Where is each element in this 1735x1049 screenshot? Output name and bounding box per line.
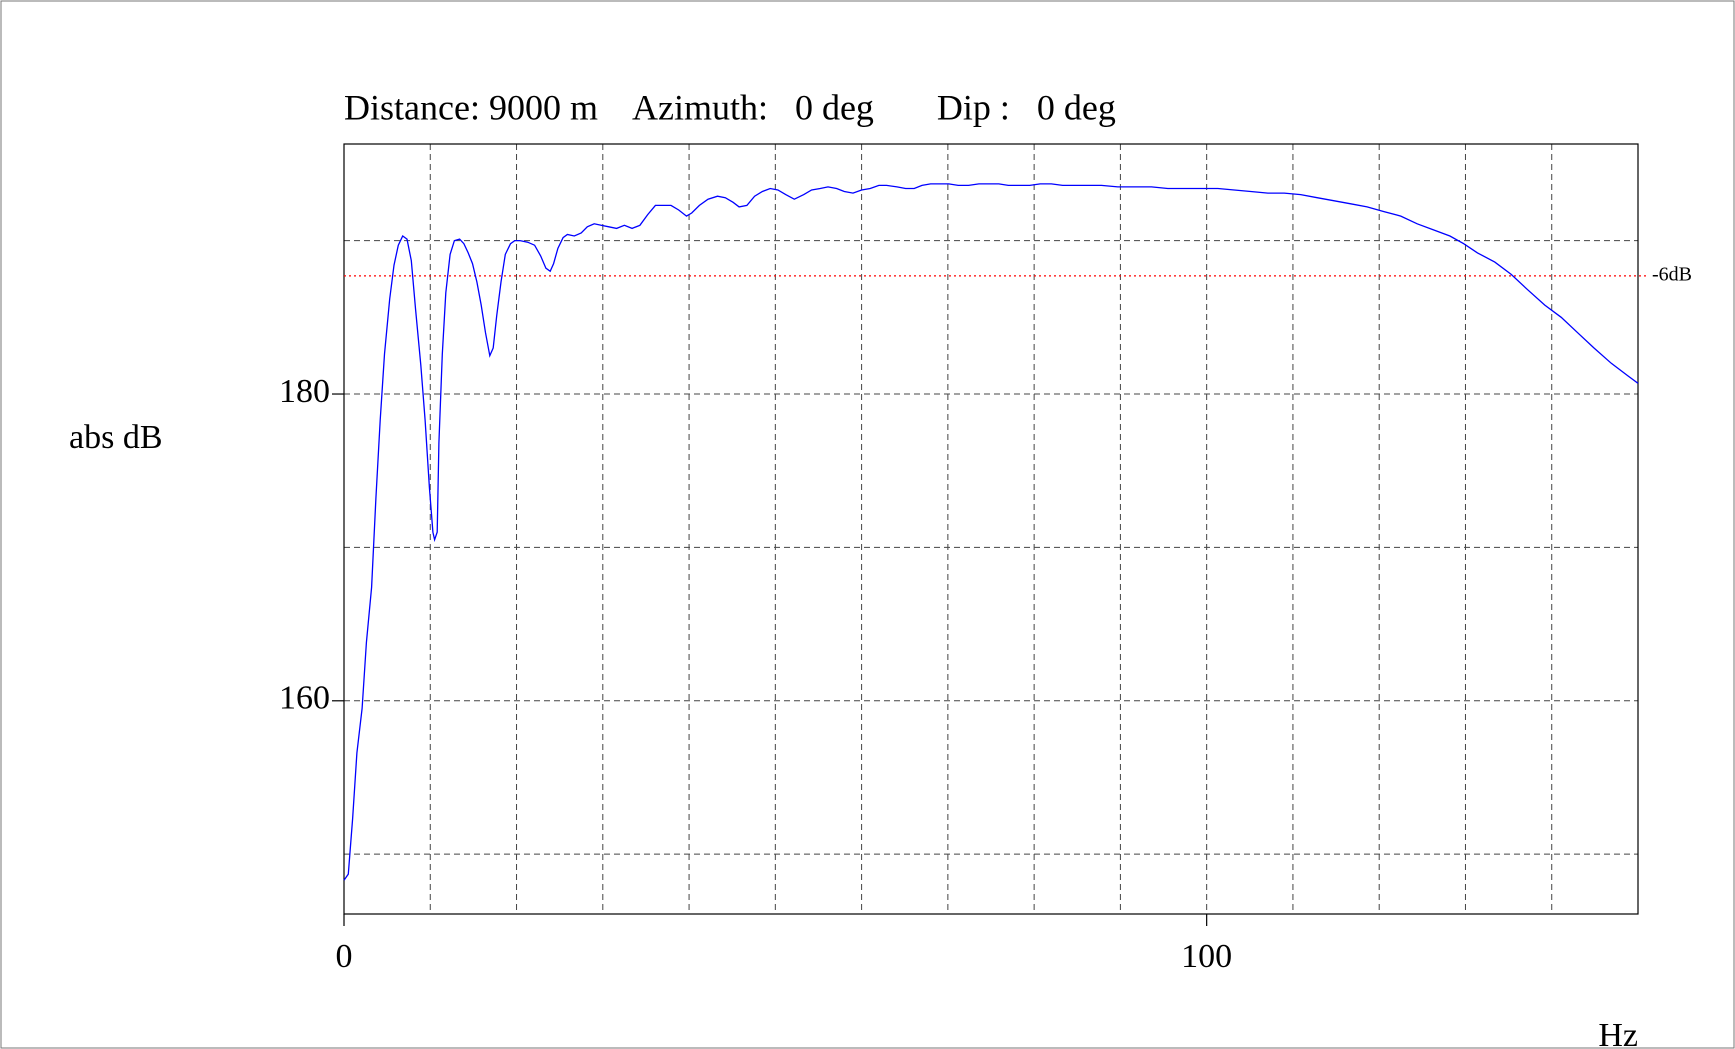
x-axis-label: Hz [1598,1017,1638,1049]
data-line [343,183,1639,881]
reference-label: -6dB [1652,264,1692,286]
y-tick-label: 160 [279,680,330,717]
y-axis-label: abs dB [69,419,163,456]
plot-frame [343,143,1639,915]
x-tick-label: 100 [1181,938,1232,975]
y-tick-label: 180 [279,373,330,410]
chart-title: Distance: 9000 m Azimuth: 0 deg Dip : 0 … [344,87,1116,127]
x-tick-label: 0 [336,938,353,975]
